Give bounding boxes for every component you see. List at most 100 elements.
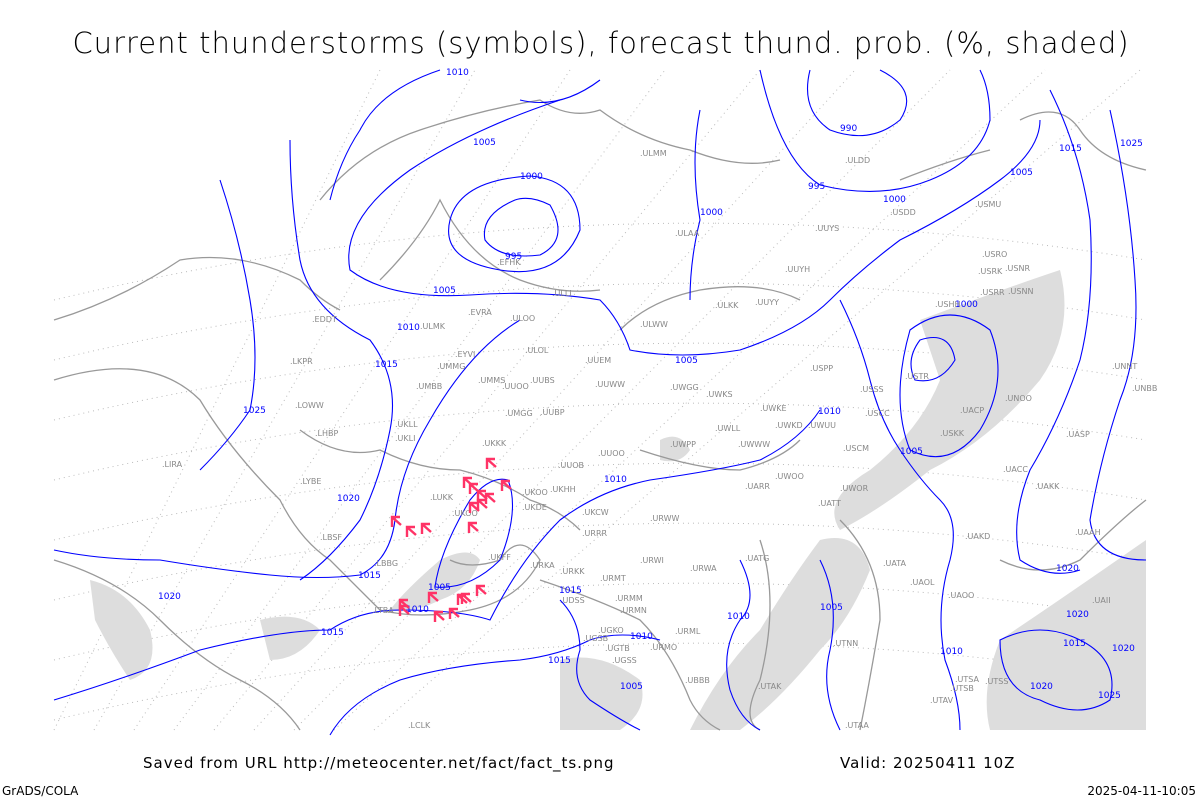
station-label: .URRR xyxy=(582,529,608,538)
station-label: .ULMK xyxy=(420,322,446,331)
isobar-line xyxy=(559,599,641,731)
station-label: .UWKS xyxy=(706,390,733,399)
station-label: .UAKD xyxy=(965,532,990,541)
station-label: .UTAK xyxy=(758,682,782,691)
thunderstorm-symbol xyxy=(420,522,432,534)
station-label: .LUKK xyxy=(430,493,454,502)
coastline-border xyxy=(53,559,301,731)
isobar-labels: 1010 1005 1000 995 1005 1010 1015 1025 1020 1015 1… xyxy=(158,68,1143,701)
station-label: .UAKK xyxy=(1035,482,1060,491)
station-label: .USHH xyxy=(935,300,961,309)
station-label: .LCLK xyxy=(408,721,431,730)
station-label: .ULWW xyxy=(640,320,668,329)
isobar-label: 1015 xyxy=(548,656,571,666)
map-title: Current thunderstorms (symbols), forecas… xyxy=(72,26,1130,60)
isobar-line xyxy=(348,99,1041,356)
thunderstorm-symbols xyxy=(390,457,512,622)
coastline-border xyxy=(319,99,781,201)
station-label: .USPP xyxy=(810,364,833,373)
station-label: .UKFF xyxy=(488,553,511,562)
station-label: .UGSS xyxy=(612,656,637,665)
thunderstorm-symbol xyxy=(398,604,410,616)
isobar-line xyxy=(483,197,559,257)
station-label: .URWI xyxy=(640,556,664,565)
station-label: .UATA xyxy=(883,559,907,568)
station-label: .EVRA xyxy=(468,308,492,317)
isobar-label: 1015 xyxy=(358,571,381,581)
isobar-line xyxy=(329,69,441,201)
station-label: .LKPR xyxy=(290,357,313,366)
isobar-label: 1020 xyxy=(1112,644,1135,654)
station-label: .URMO xyxy=(650,643,677,652)
isobar-label: 1005 xyxy=(675,356,698,366)
isobar-label: 1005 xyxy=(1010,168,1033,178)
station-label: .ULAA xyxy=(675,229,700,238)
isobar-label: 1010 xyxy=(446,68,469,78)
station-label: .UKKK xyxy=(482,439,507,448)
probability-shaded-area xyxy=(390,552,480,612)
isobar-label: 1000 xyxy=(883,195,906,205)
station-label: .USSS xyxy=(860,385,884,394)
isobar-label: 990 xyxy=(840,124,857,134)
isobar-label: 1020 xyxy=(158,592,181,602)
station-label: .UMMG xyxy=(437,362,465,371)
meridian-line xyxy=(373,69,1141,731)
station-label: .UUOO xyxy=(598,449,625,458)
station-label: .UMMS xyxy=(478,376,505,385)
isobar-line xyxy=(1016,89,1092,574)
station-label: .ULKK xyxy=(715,301,739,310)
isobar-line xyxy=(999,629,1113,711)
isobar-label: 995 xyxy=(505,252,522,262)
station-label: .URWA xyxy=(690,564,717,573)
isobar-line xyxy=(689,109,701,301)
thunderstorm-symbol xyxy=(500,479,512,491)
station-label: .USKK xyxy=(940,429,965,438)
station-label: .UUEM xyxy=(585,356,611,365)
station-label: .URMM xyxy=(615,594,643,603)
station-label: .UUYY xyxy=(755,298,779,307)
thunderstorm-symbol xyxy=(405,525,417,537)
meridian-line xyxy=(173,69,666,731)
station-label: .LBBG xyxy=(374,559,398,568)
station-label: .UWPP xyxy=(670,440,696,449)
source-url-text: Saved from URL http://meteocenter.net/fa… xyxy=(143,754,615,772)
station-label: .USNN xyxy=(1008,287,1033,296)
coastline-border xyxy=(379,198,601,292)
station-label: .UAOO xyxy=(948,591,974,600)
isobar-label: 1000 xyxy=(520,172,543,182)
isobar-label: 1000 xyxy=(700,208,723,218)
isobar-label: 1005 xyxy=(820,603,843,613)
isobar-line xyxy=(329,634,661,736)
isobar-line xyxy=(819,559,841,731)
station-label: .UNBB xyxy=(1132,384,1157,393)
coastline-border xyxy=(53,368,541,616)
station-label: .UUOB xyxy=(558,461,584,470)
station-label: .EFHK xyxy=(497,258,521,267)
thunderstorm-symbol xyxy=(476,498,488,510)
station-label: .URMN xyxy=(620,606,647,615)
probability-shaded-area xyxy=(834,270,1065,530)
coastline-border xyxy=(899,149,991,181)
station-label: .UKOO xyxy=(522,488,548,497)
station-label: .UWKE xyxy=(760,404,787,413)
station-label: .UGSB xyxy=(583,634,608,643)
station-label: .USDD xyxy=(890,208,916,217)
isobar-label: 1005 xyxy=(433,286,456,296)
isobar-label: 1010 xyxy=(604,475,627,485)
thunderstorm-symbol xyxy=(456,593,468,605)
thunderstorm-symbol xyxy=(427,591,439,603)
station-label: .UAAH xyxy=(1075,528,1101,537)
probability-shaded-area xyxy=(690,538,870,730)
isobar-line xyxy=(448,175,581,273)
isobar-label: 995 xyxy=(808,182,825,192)
station-label: .UWOO xyxy=(775,472,804,481)
meridian-line xyxy=(293,69,951,731)
station-label: .LHBP xyxy=(315,429,339,438)
isobar-line xyxy=(839,299,961,731)
station-label: .ULMM xyxy=(640,149,667,158)
probability-shaded-area xyxy=(90,580,153,680)
station-label: .USCM xyxy=(843,444,869,453)
thunderstorm-symbol xyxy=(475,584,487,596)
generation-timestamp: 2025-04-11-10:05 xyxy=(1087,784,1196,798)
isobar-label: 1020 xyxy=(337,494,360,504)
